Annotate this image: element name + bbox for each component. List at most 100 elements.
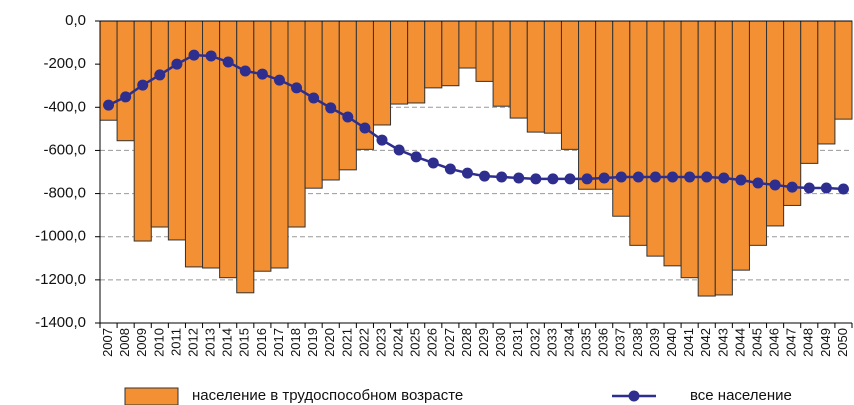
x-tick-label: 2031	[510, 328, 525, 357]
y-tick-label: -800,0	[43, 185, 86, 202]
line-marker	[701, 171, 713, 183]
line-marker	[837, 183, 849, 195]
bar	[560, 20, 580, 150]
line-marker	[239, 65, 251, 77]
bar	[543, 20, 562, 134]
x-tick-label: 2008	[117, 328, 132, 357]
x-tick-label: 2050	[835, 328, 850, 357]
x-tick-label: 2046	[767, 328, 782, 357]
bar	[731, 20, 750, 271]
bar	[492, 20, 511, 107]
bar	[270, 20, 289, 269]
line-marker	[137, 79, 149, 91]
legend-marker	[628, 390, 640, 402]
line-marker	[718, 172, 730, 184]
line-marker	[684, 171, 696, 183]
line-marker	[547, 173, 559, 185]
line-marker	[581, 173, 593, 185]
line-marker	[359, 122, 371, 134]
bar	[766, 20, 785, 227]
x-tick-label: 2023	[373, 328, 388, 357]
legend-swatch	[124, 387, 179, 405]
legend-label: все население	[690, 387, 792, 404]
x-tick-label: 2018	[288, 328, 303, 357]
line-marker	[752, 177, 764, 189]
bar	[800, 20, 819, 164]
line-marker	[188, 49, 200, 61]
x-tick-label: 2042	[698, 328, 713, 357]
bar	[817, 20, 836, 145]
x-tick-label: 2022	[356, 328, 371, 357]
y-tick-label: -1200,0	[35, 271, 86, 288]
line-marker	[171, 58, 183, 70]
x-tick-label: 2015	[237, 328, 252, 357]
y-tick-label: -1000,0	[35, 228, 86, 245]
x-tick-label: 2020	[322, 328, 337, 357]
x-tick-label: 2017	[271, 328, 286, 357]
x-tick-label: 2039	[647, 328, 662, 357]
line-marker	[444, 163, 456, 175]
x-tick-label: 2030	[493, 328, 508, 357]
bar	[441, 20, 460, 87]
bar	[646, 20, 665, 257]
line-marker	[120, 91, 132, 103]
bar	[748, 20, 768, 246]
x-tick-label: 2040	[664, 328, 679, 357]
line-marker	[496, 171, 508, 183]
x-tick-label: 2036	[596, 328, 611, 357]
line-marker	[103, 99, 115, 111]
bar	[714, 20, 733, 296]
y-tick-label: 0,0	[65, 12, 86, 29]
line-marker	[325, 102, 337, 114]
bar	[697, 20, 716, 297]
bar	[390, 20, 409, 105]
x-tick-label: 2028	[459, 328, 474, 357]
bar	[458, 20, 477, 69]
x-tick-label: 2035	[579, 328, 594, 357]
x-tick-label: 2009	[134, 328, 149, 357]
x-tick-label: 2034	[561, 328, 576, 357]
y-tick-label: -600,0	[43, 141, 86, 158]
line-marker	[461, 167, 473, 179]
line-marker	[308, 92, 320, 104]
bar	[150, 20, 169, 228]
bar	[783, 20, 802, 206]
line-marker	[803, 182, 815, 194]
bar	[834, 20, 853, 120]
bar	[236, 20, 255, 294]
bar	[424, 20, 443, 89]
x-tick-label: 2025	[408, 328, 423, 357]
x-tick-label: 2047	[784, 328, 799, 357]
line-marker	[222, 56, 234, 68]
bar	[595, 20, 614, 190]
line-marker	[564, 173, 576, 185]
line-marker	[427, 157, 439, 169]
x-tick-label: 2019	[305, 328, 320, 357]
line-marker	[820, 182, 832, 194]
line-marker	[154, 69, 166, 81]
legend-label: население в трудоспособном возрасте	[192, 387, 463, 404]
x-tick-label: 2024	[391, 328, 406, 357]
bar	[253, 20, 272, 272]
x-tick-label: 2041	[681, 328, 696, 357]
y-tick-label: -200,0	[43, 55, 86, 72]
line-marker	[769, 179, 781, 191]
y-tick-label: -1400,0	[35, 314, 86, 331]
x-tick-label: 2021	[339, 328, 354, 357]
line-marker	[393, 144, 405, 156]
line-marker	[256, 68, 268, 80]
line-marker	[632, 171, 644, 183]
line-marker	[479, 170, 491, 182]
line-marker	[649, 171, 661, 183]
bar	[663, 20, 682, 267]
bar	[680, 20, 699, 279]
x-tick-label: 2011	[168, 328, 183, 356]
bar	[304, 20, 323, 189]
bar	[372, 20, 392, 126]
x-tick-label: 2037	[613, 328, 628, 357]
bar	[578, 20, 597, 190]
line-marker	[667, 171, 679, 183]
bar	[338, 20, 357, 171]
x-tick-label: 2038	[630, 328, 645, 357]
